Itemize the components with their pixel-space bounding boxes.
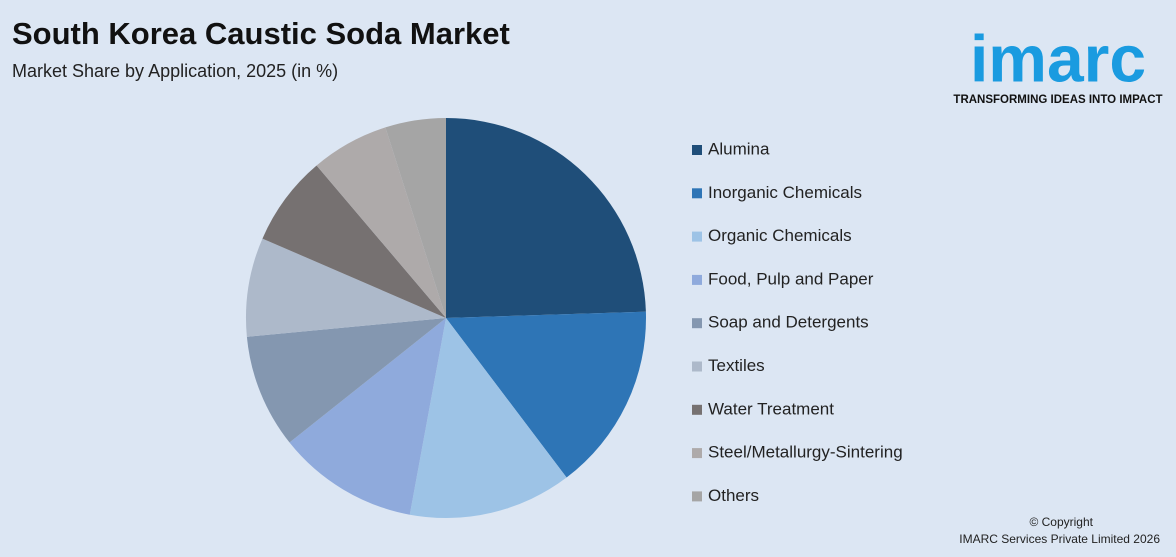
legend-swatch <box>692 231 702 242</box>
legend-label: Food, Pulp and Paper <box>708 269 874 288</box>
pie-slice <box>316 127 446 318</box>
pie-slice <box>385 118 446 318</box>
legend-label: Others <box>708 486 759 505</box>
pie-slice <box>246 318 446 443</box>
legend-swatch <box>692 361 702 372</box>
legend-swatch <box>692 318 702 329</box>
legend-swatch <box>692 404 702 415</box>
logo: imarc <box>970 21 1146 95</box>
legend-label: Alumina <box>708 139 770 158</box>
logo-tagline: TRANSFORMING IDEAS INTO IMPACT <box>953 94 1162 106</box>
pie-slice <box>246 238 446 337</box>
legend-label: Textiles <box>708 356 765 375</box>
legend-label: Inorganic Chemicals <box>708 183 862 202</box>
pie-slice <box>409 318 567 518</box>
legend-swatch <box>692 188 702 199</box>
legend-swatch <box>692 491 702 502</box>
pie-slice <box>446 311 646 478</box>
legend-label: Steel/Metallurgy-Sintering <box>708 443 903 462</box>
pie-slice <box>289 318 446 515</box>
legend-label: Soap and Detergents <box>708 313 869 332</box>
copyright: © Copyright <box>1029 515 1093 529</box>
legend-label: Water Treatment <box>708 399 834 418</box>
legend-swatch <box>692 448 702 459</box>
pie-slice <box>262 165 446 318</box>
company: IMARC Services Private Limited 2026 <box>959 532 1160 546</box>
pie-slice <box>446 118 646 318</box>
legend-label: Organic Chemicals <box>708 226 852 245</box>
chart-subtitle: Market Share by Application, 2025 (in %) <box>12 61 338 81</box>
legend-swatch <box>692 274 702 285</box>
legend-swatch <box>692 145 702 155</box>
chart-title: South Korea Caustic Soda Market <box>12 16 510 51</box>
